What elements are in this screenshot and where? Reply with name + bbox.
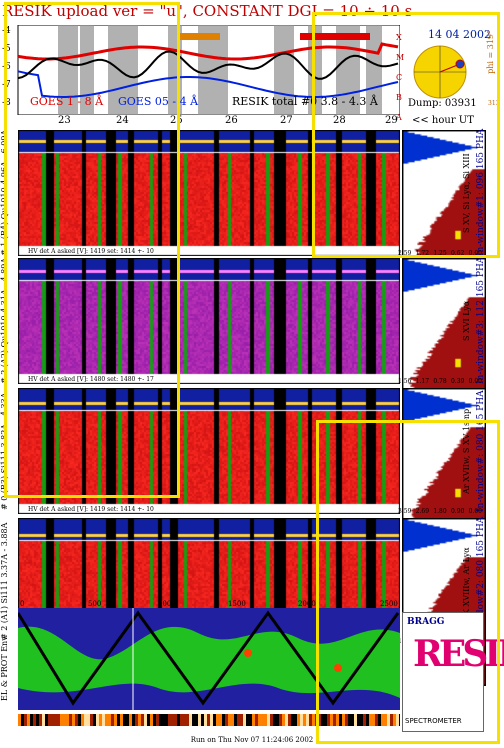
sun-disk — [413, 45, 467, 99]
band-spectrogram — [18, 258, 400, 384]
eclipse-hatch — [366, 25, 382, 115]
pha-tick: 2.59 — [398, 250, 412, 257]
pha-tick: 1.72 — [415, 250, 430, 257]
pha-tick: 0.78 — [433, 378, 447, 385]
orbit-panel — [18, 608, 400, 726]
pha-tick: 2.69 — [415, 508, 430, 515]
pha-tick: 1.25 — [433, 250, 447, 257]
band-hv-label: HV det A asked [V]: 1419 set: 1414 +- 10 — [28, 506, 154, 513]
pha-tick: 0.39 — [450, 378, 465, 385]
eclipse-hatch — [80, 25, 94, 115]
observation-date: 14 04 2002 — [428, 28, 491, 41]
orbit-panel-label: EL & PROT Env. — [0, 634, 9, 702]
pha-tick: 0.00 — [468, 378, 482, 385]
resik-logo: BRAGG RESIK SPECTROMETER — [402, 612, 504, 732]
hour-tick: 29 — [385, 115, 398, 126]
hour-tick: 27 — [280, 115, 293, 126]
pha-tick: 0.90 — [450, 508, 465, 515]
hour-tick: 24 — [116, 115, 129, 126]
highlight-frame-right — [312, 12, 500, 258]
page-title: RESIK upload ver = "u", CONSTANT DGI = 1… — [2, 2, 413, 20]
band-spectrogram — [18, 130, 400, 256]
hour-axis: 23 24 25 26 27 28 29 << hour UT — [0, 115, 504, 127]
footer-run-info: Run on Thu Nov 07 11:24:06 2002 — [190, 736, 314, 744]
band-spectrogram — [18, 388, 400, 514]
goes-lightcurve-panel: -4-5-6-7-8 — [2, 25, 400, 115]
band-window-label: In-window#3: 112 165 PHA — [476, 256, 486, 384]
highlight-frame-left — [4, 2, 180, 498]
goes-long-label: GOES 1 - 8 Å — [30, 95, 104, 108]
band-pha-ticks: 2.59 1.72 1.25 0.62 0.00 — [398, 250, 482, 257]
pha-tick: 1.56 — [398, 378, 412, 385]
pha-tick: 0.00 — [468, 250, 482, 257]
hour-tick: 28 — [333, 115, 346, 126]
band-hv-label: HV det A asked [V]: 1419 set: 1414 +- 10 — [28, 248, 154, 255]
orbit-axis: 0 500 1000 1500 2000 2500 — [20, 600, 398, 608]
pha-tick: 3.59 — [398, 508, 412, 515]
hour-tick: 25 — [170, 115, 183, 126]
band-pha-ticks: 3.59 2.69 1.80 0.90 0.00 — [398, 508, 482, 515]
pha-tick: 1.80 — [433, 508, 447, 515]
eclipse-hatch — [108, 25, 138, 115]
hour-tick: 23 — [58, 115, 71, 126]
pha-tick: 1.17 — [415, 378, 430, 385]
phi-small: 313 — [488, 100, 500, 107]
highlight-frame-bottom — [316, 420, 500, 744]
resik-total-label: RESIK total #0 3.8 - 4.3 Å — [232, 95, 378, 108]
eclipse-hatch — [58, 25, 78, 115]
pha-tick: 0.62 — [450, 250, 465, 257]
band-pha-ticks: 1.56 1.17 0.78 0.39 0.00 — [398, 378, 482, 385]
pha-tick: 0.00 — [468, 508, 482, 515]
band-lines-label: S XVI Lyα — [462, 300, 471, 342]
band-hv-label: HV det A asked [V]: 1480 set: 1480 +- 17 — [28, 376, 154, 383]
hour-axis-caption: << hour UT — [412, 115, 474, 126]
hour-tick: 26 — [225, 115, 238, 126]
dump-number: Dump: 03931 — [408, 98, 477, 109]
